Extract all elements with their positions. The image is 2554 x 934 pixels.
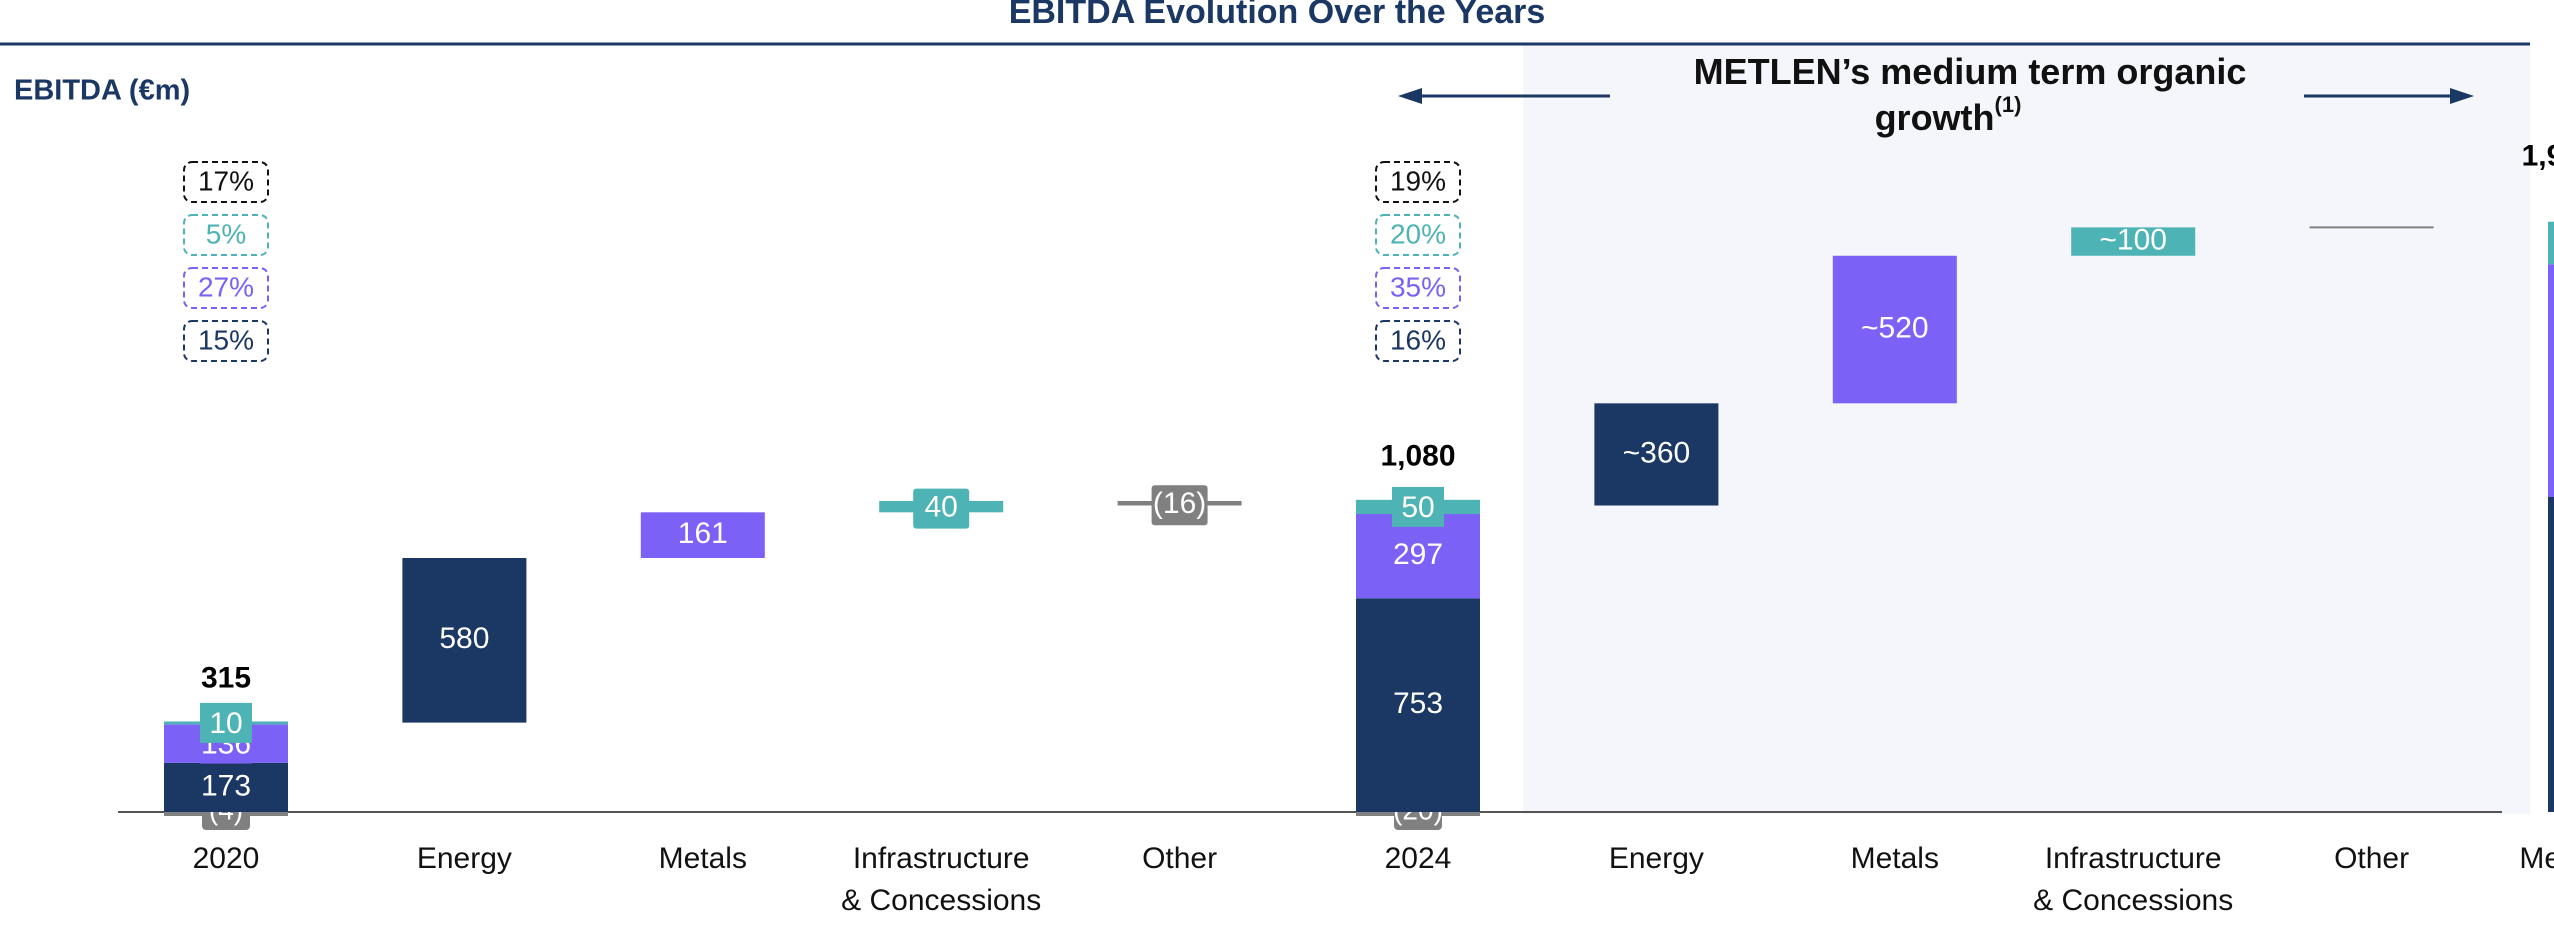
stack-total-label: 1,080 [1380,440,1455,473]
x-tick-label: & Concessions [2033,884,2233,917]
stack-bar-segment [164,762,288,812]
bridge-bar-label: 40 [925,491,958,524]
x-tick-label: 2024 [1385,842,1452,875]
margin-box [183,161,269,203]
growth-header: METLEN’s medium term organic growth(1) [1694,51,2247,138]
growth-header-line1: METLEN’s medium term organic [1694,51,2247,92]
stack-total-label: 315 [201,661,251,694]
stack-bar-label: 173 [201,769,251,802]
x-tick-label: Other [1142,842,1217,875]
bridge-bar-label: ~520 [1861,311,1929,344]
stack-bar-label: 10 [209,707,242,740]
margin-label: 5% [206,218,246,249]
left-arrow-icon [1398,88,1422,104]
x-tick-label: Medium Term [2519,842,2554,875]
margin-box [1375,320,1461,362]
stack-bar-label: 297 [1393,538,1443,571]
margin-label: 16% [1390,324,1446,355]
bridge-bar [640,512,765,558]
bridge-bar-label: 161 [678,517,728,550]
y-axis-label: EBITDA (€m) [14,75,190,107]
bridge-bar-label: 580 [439,622,489,655]
bridge-label-box [1151,485,1208,526]
stack-label-box [1392,486,1444,527]
x-tick-label: Energy [1609,842,1704,875]
bridge-bar [402,557,527,723]
margin-label: 17% [198,165,254,196]
x-tick-label: Energy [417,842,512,875]
stack-total-label: 1,900 - 2,080 [2522,140,2554,173]
bridge-label-box [913,488,970,529]
bridge-bar [1594,403,1719,506]
bridge-bar [1832,255,1957,404]
margin-label: 19% [1390,165,1446,196]
x-tick-label: & Concessions [841,884,1041,917]
right-arrow-icon [2450,88,2474,104]
margin-label: 35% [1390,271,1446,302]
margin-box [1375,161,1461,203]
stack-label-box [200,702,252,743]
x-tick-label: Metals [659,842,747,875]
bridge-bar-label: ~360 [1623,436,1691,469]
x-tick-label: 2020 [193,842,260,875]
stack-bar-segment [2548,221,2554,265]
bridge-bar-label: ~100 [2099,223,2167,256]
margin-label: 20% [1390,218,1446,249]
growth-header-line2: growth [1875,97,1995,138]
x-tick-label: Infrastructure [2045,842,2222,875]
margin-label: 27% [198,271,254,302]
x-tick-label: Other [2334,842,2409,875]
stack-bar-segment [2548,496,2554,812]
growth-header-footnote: (1) [1995,92,2022,117]
margin-box [1375,214,1461,256]
bridge-bar-label: (16) [1153,487,1206,520]
stack-bar-segment [2548,264,2554,497]
chart-title: EBITDA Evolution Over the Years [1009,0,1546,31]
margin-box [183,214,269,256]
x-tick-label: Infrastructure [853,842,1030,875]
x-tick-label: Metals [1851,842,1939,875]
margin-box [183,267,269,309]
margin-box [1375,267,1461,309]
margin-box [183,320,269,362]
stack-bar-label: 753 [1393,687,1443,720]
bridge-bar [2071,227,2196,256]
stack-bar-label: 50 [1401,491,1434,524]
stack-bar-segment [1356,598,1480,812]
stack-bar-segment [1356,514,1480,599]
margin-label: 15% [198,324,254,355]
